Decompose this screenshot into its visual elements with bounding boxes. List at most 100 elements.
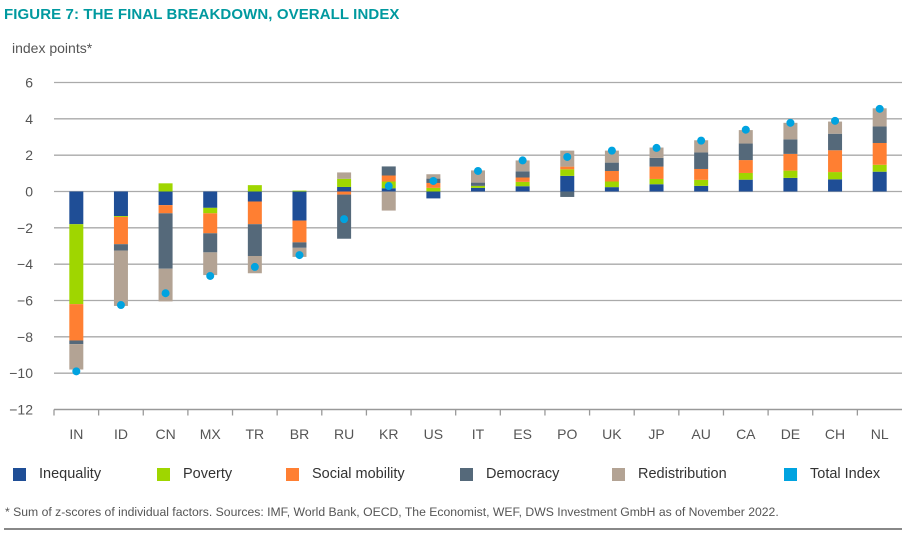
bar-segment-redistribution-au [694, 140, 709, 153]
legend-item-total-index: Total Index [784, 466, 880, 482]
bar-segment-poverty-au [694, 179, 709, 186]
bar-segment-democracy-ca [738, 143, 753, 161]
y-tick-label: −6 [17, 293, 33, 309]
x-tick-label-in: IN [69, 426, 83, 442]
bar-segment-inequality-jp [649, 184, 664, 192]
x-tick-label-us: US [424, 426, 443, 442]
bar-segment-poverty-nl [872, 164, 887, 172]
bar-segment-inequality-nl [872, 171, 887, 192]
bar-segment-poverty-us [426, 187, 441, 192]
x-tick-label-de: DE [781, 426, 800, 442]
legend-swatch [784, 467, 797, 481]
bar-segment-democracy-id [113, 244, 128, 251]
x-tick-label-mx: MX [200, 426, 222, 442]
bar-segment-democracy-br [292, 242, 307, 248]
bottom-divider [4, 528, 902, 530]
bar-segment-social-mobility-br [292, 220, 307, 243]
bar-segment-social-mobility-id [113, 216, 128, 245]
gridlines [54, 81, 902, 374]
bar-segment-redistribution-de [783, 122, 798, 140]
legend-label: Total Index [810, 466, 881, 482]
legend-item-democracy: Democracy [460, 466, 559, 482]
x-tick-label-es: ES [513, 426, 532, 442]
x-tick-label-tr: TR [246, 426, 265, 442]
total-index-point-jp [652, 143, 661, 152]
bar-segment-poverty-de [783, 170, 798, 178]
bar-segment-poverty-es [515, 181, 530, 187]
bar-segment-inequality-cn [158, 191, 173, 206]
y-tick-label: 4 [25, 111, 33, 127]
bar-segment-inequality-mx [203, 191, 218, 208]
y-tick-label: −2 [17, 220, 33, 236]
bar-segment-poverty-po [560, 169, 575, 176]
bar-segment-poverty-jp [649, 178, 664, 185]
bar-segment-redistribution-kr [381, 191, 396, 211]
bar-segment-democracy-jp [649, 157, 664, 167]
footnote: * Sum of z-scores of individual factors.… [5, 505, 779, 519]
x-tick-label-it: IT [472, 426, 485, 442]
x-tick-label-au: AU [691, 426, 710, 442]
total-index-point-id [116, 301, 125, 310]
total-index-point-ru [340, 215, 349, 224]
x-tick-labels: IN ID CN MX TR BR RU KR US IT ES PO UK JP AU CA DE CH NL [69, 426, 889, 442]
bar-stack-cn [158, 183, 173, 302]
bar-segment-social-mobility-mx [203, 213, 218, 234]
bar-segment-redistribution-ch [828, 121, 843, 134]
total-index-point-uk [607, 146, 616, 155]
bar-stack-jp [649, 147, 664, 192]
bar-segment-social-mobility-po [560, 166, 575, 170]
legend-label: Social mobility [312, 466, 405, 482]
bar-segment-social-mobility-jp [649, 166, 664, 179]
total-index-point-po [563, 152, 572, 161]
total-index-point-cn [161, 289, 170, 298]
bar-segment-democracy-au [694, 152, 709, 169]
bar-segment-inequality-br [292, 191, 307, 221]
total-index-point-br [295, 251, 304, 260]
bar-stack-es [515, 160, 530, 192]
bar-segment-democracy-es [515, 171, 530, 178]
bar-segment-redistribution-in [69, 344, 84, 370]
x-tick-label-kr: KR [379, 426, 398, 442]
bar-segment-social-mobility-in [69, 304, 84, 341]
x-tick-label-uk: UK [602, 426, 622, 442]
total-index-point-mx [206, 271, 215, 280]
bar-segment-redistribution-jp [649, 147, 664, 158]
bar-stack-uk [604, 150, 619, 192]
legend-label: Poverty [183, 466, 233, 482]
bar-stack-mx [203, 191, 218, 276]
bar-segment-redistribution-uk [604, 150, 619, 163]
bar-segment-poverty-ca [738, 172, 753, 180]
y-tick-labels: 6 4 2 0 −2 −4 −6 −8 −10 −12 [9, 75, 33, 418]
legend-item-inequality: Inequality [13, 466, 101, 482]
bar-segment-social-mobility-kr [381, 175, 396, 182]
x-tick-label-ru: RU [334, 426, 354, 442]
bar-segment-democracy-it [471, 182, 485, 186]
x-tick-label-jp: JP [648, 426, 664, 442]
bar-stack-ca [738, 130, 753, 192]
legend-item-redistribution: Redistribution [612, 466, 727, 482]
total-index-point-tr [250, 262, 259, 271]
legend-item-poverty: Poverty [157, 466, 232, 482]
bar-segment-poverty-ch [828, 172, 843, 180]
bar-segment-social-mobility-tr [247, 201, 262, 225]
legend: Inequality Poverty Social mobility Democrac… [0, 466, 902, 486]
bar-segment-inequality-tr [247, 191, 262, 202]
y-tick-label: −10 [9, 365, 33, 381]
bar-segment-redistribution-it [471, 170, 485, 183]
chart-title: FIGURE 7: THE FINAL BREAKDOWN, OVERALL I… [4, 6, 400, 23]
total-index-point-nl [875, 104, 884, 113]
legend-swatch [157, 467, 170, 481]
bar-segment-social-mobility-es [515, 177, 530, 182]
bar-segment-inequality-id [113, 191, 128, 217]
y-tick-label: 6 [25, 75, 33, 91]
legend-label: Redistribution [638, 466, 727, 482]
bar-segment-inequality-it [471, 187, 485, 192]
total-index-point-it [474, 166, 482, 175]
bar-segment-redistribution-ru [337, 172, 352, 179]
y-tick-label: −8 [17, 329, 33, 345]
legend-label: Inequality [39, 466, 102, 482]
bar-segment-inequality-po [560, 175, 575, 192]
bar-stack-id [113, 191, 128, 306]
x-tick-label-po: PO [557, 426, 577, 442]
bar-stack-de [783, 122, 798, 192]
